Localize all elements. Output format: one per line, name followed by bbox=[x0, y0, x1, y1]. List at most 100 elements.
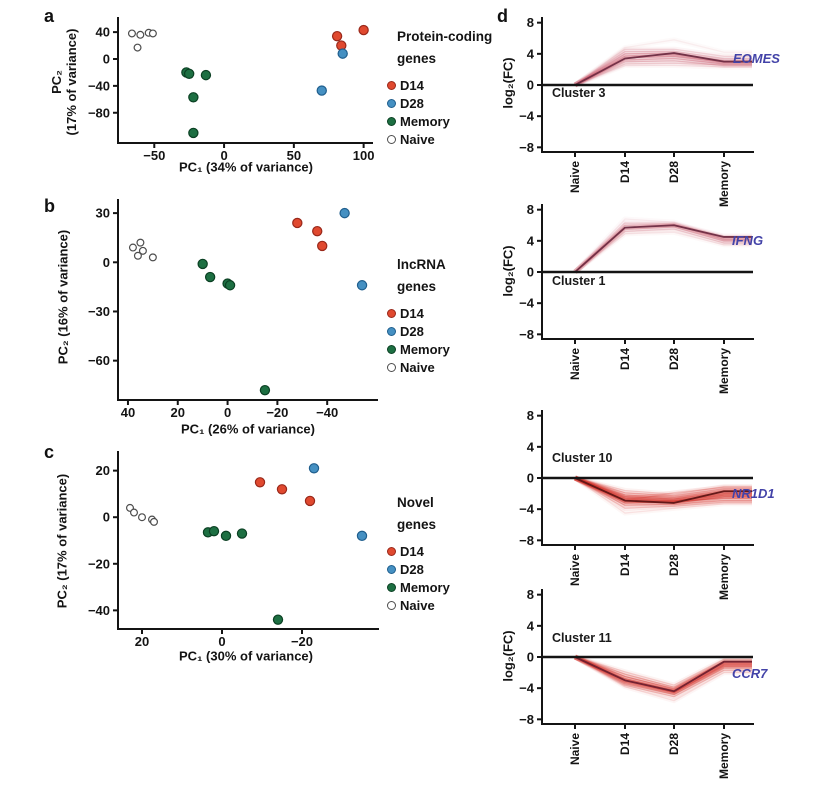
highlight-line-eomes bbox=[574, 52, 752, 86]
series-memory bbox=[181, 67, 212, 139]
cluster3-y-axis-label: log₂(FC) bbox=[500, 57, 516, 109]
legend-item-d28-label: D28 bbox=[400, 95, 424, 111]
legend-item-naive-label: Naive bbox=[400, 597, 435, 613]
legend-item-d28-label: D28 bbox=[400, 561, 424, 577]
svg-text:−8: −8 bbox=[519, 140, 534, 155]
panel-c-x-axis-label: PC₁ (30% of variance) bbox=[179, 648, 313, 664]
svg-text:40: 40 bbox=[121, 405, 135, 420]
highlight-line-ifng bbox=[574, 224, 752, 273]
cluster-panel-d3: 8 4 0 −4 −8 Naive D14 D28 Memory bbox=[519, 408, 754, 600]
panel-b-y-axis-label: PC₂ (16% of variance) bbox=[55, 229, 71, 365]
svg-text:−4: −4 bbox=[519, 681, 535, 696]
cluster11-y-axis-label: log₂(FC) bbox=[500, 630, 516, 682]
svg-text:−60: −60 bbox=[88, 353, 110, 368]
series-d14 bbox=[331, 24, 369, 51]
series-naive bbox=[125, 503, 159, 526]
svg-text:0: 0 bbox=[220, 148, 227, 163]
series-d28 bbox=[308, 463, 368, 542]
legend-item-memory-label: Memory bbox=[400, 341, 450, 357]
svg-text:40: 40 bbox=[96, 25, 110, 40]
legend-item-memory: Memory bbox=[387, 112, 492, 130]
series-memory bbox=[202, 525, 284, 625]
legend-item-memory-label: Memory bbox=[400, 113, 450, 129]
svg-text:4: 4 bbox=[527, 46, 535, 61]
svg-text:0: 0 bbox=[527, 78, 534, 93]
series-naive bbox=[128, 238, 157, 262]
svg-text:−30: −30 bbox=[88, 304, 110, 319]
panel-a-letter: a bbox=[44, 6, 55, 26]
svg-text:D28: D28 bbox=[667, 161, 681, 183]
highlight-line-nr1d1 bbox=[574, 477, 752, 504]
svg-text:4: 4 bbox=[527, 618, 535, 633]
legend-item-naive-label: Naive bbox=[400, 359, 435, 375]
svg-text:4: 4 bbox=[527, 439, 535, 454]
svg-text:D14: D14 bbox=[618, 348, 632, 370]
legend-item-d28: D28 bbox=[387, 94, 492, 112]
svg-text:−40: −40 bbox=[88, 78, 110, 93]
legend-item-d14: D14 bbox=[387, 76, 492, 94]
panel-c-y-axis-label: PC₂ (17% of variance) bbox=[54, 473, 70, 609]
panel-a-legend-title-line2: genes bbox=[397, 51, 437, 66]
highlight-line-ccr7 bbox=[574, 656, 752, 693]
legend-item-memory: Memory bbox=[387, 578, 450, 596]
svg-text:0: 0 bbox=[527, 471, 534, 486]
naive-swatch-icon bbox=[387, 600, 396, 610]
svg-text:20: 20 bbox=[96, 463, 110, 478]
svg-text:100: 100 bbox=[353, 148, 375, 163]
svg-text:0: 0 bbox=[527, 650, 534, 665]
panel-b-legend-title-line1: lncRNA bbox=[397, 257, 446, 272]
svg-text:8: 8 bbox=[527, 408, 534, 423]
panel-d-letter: d bbox=[497, 6, 508, 26]
svg-text:Memory: Memory bbox=[717, 161, 731, 207]
svg-text:0: 0 bbox=[218, 634, 225, 649]
svg-text:−4: −4 bbox=[519, 502, 535, 517]
svg-text:−40: −40 bbox=[88, 603, 110, 618]
svg-text:Naive: Naive bbox=[568, 348, 582, 380]
d28-swatch-icon bbox=[387, 98, 396, 108]
d14-swatch-icon bbox=[387, 80, 396, 90]
naive-swatch-icon bbox=[387, 362, 396, 372]
legend-item-memory-label: Memory bbox=[400, 579, 450, 595]
cluster-11-label: Cluster 11 bbox=[552, 631, 612, 645]
svg-text:8: 8 bbox=[527, 587, 534, 602]
cluster-10-label: Cluster 10 bbox=[552, 451, 613, 465]
memory-swatch-icon bbox=[387, 344, 396, 354]
svg-text:D14: D14 bbox=[618, 733, 632, 755]
panel-c-letter: c bbox=[44, 442, 55, 462]
svg-text:8: 8 bbox=[527, 202, 534, 217]
series-naive bbox=[127, 28, 157, 52]
svg-text:−40: −40 bbox=[316, 405, 338, 420]
panel-c-legend: Novel genes D14 D28 Memory Naive bbox=[387, 492, 450, 614]
memory-swatch-icon bbox=[387, 582, 396, 592]
gene-label-nr1d1: NR1D1 bbox=[732, 486, 775, 501]
panel-a-y-axis-label-line1: PC₂ bbox=[49, 70, 64, 94]
panel-a-plot: 40 0 −40 −80 −50 0 50 100 bbox=[88, 17, 375, 163]
panel-a-y-axis-label-line2: (17% of variance) bbox=[64, 28, 79, 136]
series-d28 bbox=[339, 207, 368, 291]
svg-text:Memory: Memory bbox=[717, 348, 731, 394]
d14-swatch-icon bbox=[387, 308, 396, 318]
series-d28 bbox=[316, 48, 348, 96]
gene-label-eomes: EOMES bbox=[733, 51, 780, 66]
svg-text:0: 0 bbox=[103, 51, 110, 66]
cluster-3-label: Cluster 3 bbox=[552, 86, 606, 100]
series-d14 bbox=[292, 217, 328, 252]
panel-b-letter: b bbox=[44, 196, 55, 216]
svg-text:30: 30 bbox=[96, 206, 110, 221]
svg-text:−4: −4 bbox=[519, 296, 535, 311]
svg-text:−8: −8 bbox=[519, 533, 534, 548]
svg-text:20: 20 bbox=[171, 405, 185, 420]
panel-b-legend: lncRNA genes D14 D28 Memory Naive bbox=[387, 254, 450, 376]
gene-label-ccr7: CCR7 bbox=[732, 666, 768, 681]
series-d14 bbox=[254, 477, 316, 507]
svg-text:0: 0 bbox=[527, 265, 534, 280]
legend-item-naive-label: Naive bbox=[400, 131, 435, 147]
cluster-panel-d2: 8 4 0 −4 −8 Naive D14 D28 Memory bbox=[519, 202, 754, 394]
svg-text:D28: D28 bbox=[667, 348, 681, 370]
legend-item-d14: D14 bbox=[387, 542, 450, 560]
series-memory bbox=[197, 258, 271, 396]
svg-text:0: 0 bbox=[103, 510, 110, 525]
panel-c-plot: 20 0 −20 −40 20 0 −20 bbox=[88, 451, 379, 649]
svg-text:D14: D14 bbox=[618, 554, 632, 576]
